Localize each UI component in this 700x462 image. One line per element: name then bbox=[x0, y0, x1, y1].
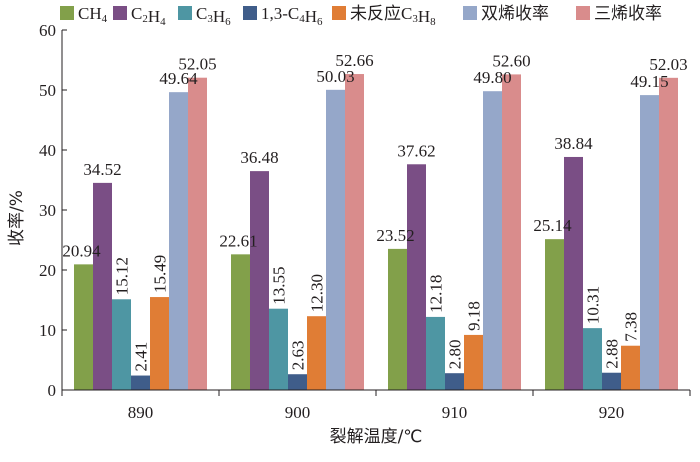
legend-label: CH4 bbox=[78, 4, 108, 25]
data-label: 7.38 bbox=[622, 312, 641, 342]
data-label: 49.80 bbox=[473, 68, 511, 87]
bar bbox=[407, 164, 426, 390]
data-label: 25.14 bbox=[533, 216, 572, 235]
data-label: 49.15 bbox=[630, 72, 668, 91]
bar bbox=[269, 308, 288, 390]
y-tick-label: 60 bbox=[39, 21, 56, 40]
bar bbox=[93, 182, 112, 390]
legend-label: 双烯收率 bbox=[481, 4, 549, 23]
legend-label: 三烯收率 bbox=[594, 4, 662, 23]
data-label: 50.03 bbox=[316, 67, 354, 86]
bar bbox=[602, 372, 621, 390]
bar bbox=[250, 171, 269, 390]
legend-swatch bbox=[113, 6, 127, 20]
data-label: 9.18 bbox=[465, 301, 484, 331]
y-axis-title: 收率/% bbox=[7, 190, 27, 246]
legend-label: 未反应C3H8 bbox=[350, 4, 436, 28]
x-tick-label: 900 bbox=[285, 403, 311, 422]
bar bbox=[483, 91, 502, 390]
bar bbox=[659, 77, 678, 390]
bars-group bbox=[74, 74, 678, 391]
x-tick-label: 890 bbox=[128, 403, 154, 422]
data-label: 2.88 bbox=[603, 339, 622, 369]
y-tick-label: 20 bbox=[39, 261, 56, 280]
legend-swatch bbox=[463, 6, 477, 20]
bar bbox=[112, 299, 131, 390]
x-tick-label: 910 bbox=[442, 403, 468, 422]
legend-item: C2H4 bbox=[113, 4, 166, 28]
data-label: 13.55 bbox=[270, 266, 289, 304]
data-label: 37.62 bbox=[397, 141, 435, 160]
legend-item: CH4 bbox=[60, 4, 108, 25]
x-axis-title: 裂解温度/℃ bbox=[330, 427, 423, 447]
legend-label: 1,3-C4H6 bbox=[261, 4, 323, 28]
y-tick-label: 40 bbox=[39, 141, 56, 160]
chart-legend: CH4 C2H4 C3H6 1,3-C4H6 未反应C3H8 双烯收率 三烯收率 bbox=[60, 4, 662, 28]
bar bbox=[188, 77, 207, 390]
data-label: 52.60 bbox=[492, 51, 530, 70]
bar bbox=[640, 95, 659, 390]
bar bbox=[583, 328, 602, 390]
x-ticks-group: 890 900 910 920 bbox=[61, 390, 691, 422]
y-tick-label: 10 bbox=[39, 321, 56, 340]
data-label: 34.52 bbox=[83, 160, 121, 179]
bar bbox=[150, 297, 169, 390]
bar bbox=[74, 264, 93, 390]
bar bbox=[464, 334, 483, 390]
legend-swatch bbox=[243, 6, 257, 20]
data-label: 10.31 bbox=[584, 286, 603, 324]
data-label: 2.80 bbox=[446, 339, 465, 369]
data-label: 22.61 bbox=[219, 231, 257, 250]
legend-item: 双烯收率 bbox=[463, 4, 549, 23]
data-label: 52.03 bbox=[649, 55, 687, 74]
data-label: 12.18 bbox=[427, 275, 446, 313]
bar bbox=[169, 92, 188, 390]
data-label: 20.94 bbox=[62, 241, 101, 260]
legend-item: 未反应C3H8 bbox=[332, 4, 436, 28]
legend-item: 1,3-C4H6 bbox=[243, 4, 323, 28]
data-label: 23.52 bbox=[376, 226, 414, 245]
bar bbox=[502, 74, 521, 391]
y-tick-label: 50 bbox=[39, 81, 56, 100]
bar bbox=[445, 373, 464, 390]
legend-swatch bbox=[332, 6, 346, 20]
data-label: 15.49 bbox=[151, 255, 170, 293]
data-label: 52.66 bbox=[335, 51, 373, 70]
data-labels-group: 20.94 22.61 23.52 25.14 34.52 36.48 37.62 38.84… bbox=[62, 51, 687, 372]
legend-item: C3H6 bbox=[178, 4, 231, 28]
y-tick-label: 0 bbox=[48, 381, 57, 400]
data-label: 2.41 bbox=[132, 342, 151, 372]
bar bbox=[545, 239, 564, 390]
x-tick-label: 920 bbox=[599, 403, 625, 422]
data-label: 38.84 bbox=[554, 134, 593, 153]
data-label: 15.12 bbox=[113, 257, 132, 295]
bar bbox=[131, 375, 150, 390]
bar bbox=[326, 89, 345, 390]
legend-label: C3H6 bbox=[196, 4, 231, 28]
y-tick-label: 30 bbox=[39, 201, 56, 220]
data-label: 12.30 bbox=[308, 274, 327, 312]
data-label: 36.48 bbox=[240, 148, 278, 167]
legend-swatch bbox=[576, 6, 590, 20]
bar bbox=[288, 374, 307, 390]
legend-swatch bbox=[60, 6, 74, 20]
bar bbox=[388, 248, 407, 390]
legend-label: C2H4 bbox=[131, 4, 166, 28]
bar bbox=[621, 345, 640, 390]
data-label: 52.05 bbox=[178, 55, 216, 74]
bar bbox=[307, 316, 326, 390]
legend-swatch bbox=[178, 6, 192, 20]
legend-item: 三烯收率 bbox=[576, 4, 662, 23]
bar bbox=[231, 254, 250, 390]
bar bbox=[426, 316, 445, 390]
data-label: 2.63 bbox=[289, 340, 308, 370]
data-label: 49.64 bbox=[159, 69, 198, 88]
bar bbox=[564, 156, 583, 390]
y-ticks-group: 0 10 20 30 40 50 60 bbox=[39, 21, 67, 400]
bar bbox=[345, 74, 364, 390]
